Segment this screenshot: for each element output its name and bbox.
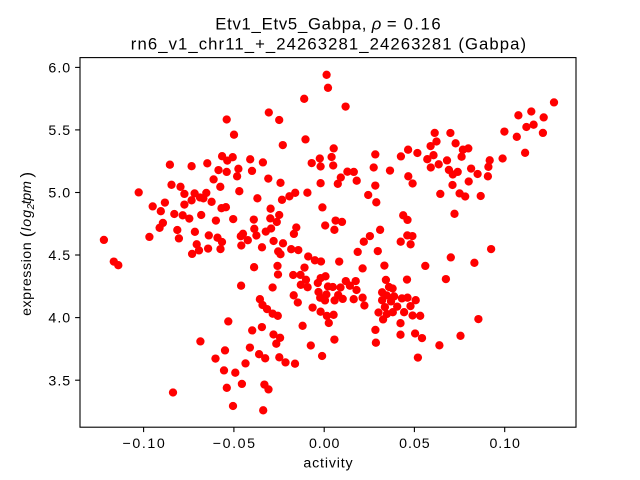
svg-text:5.0: 5.0 — [48, 186, 70, 202]
svg-text:3.5: 3.5 — [48, 373, 70, 389]
svg-text:=: = — [387, 14, 397, 33]
svg-text:0.05: 0.05 — [399, 436, 430, 452]
svg-text:5.5: 5.5 — [48, 123, 70, 139]
svg-text:−0.05: −0.05 — [213, 436, 255, 452]
svg-text:0.00: 0.00 — [309, 436, 340, 452]
svg-text:(: ( — [17, 231, 36, 237]
svg-text:): ) — [17, 172, 36, 178]
svg-text:rn6_v1_chr11_+_24263281_242632: rn6_v1_chr11_+_24263281_24263281 (Gabpa) — [131, 34, 526, 53]
svg-text:tpm: tpm — [19, 181, 35, 204]
svg-text:6.0: 6.0 — [48, 61, 70, 77]
svg-text:0.16: 0.16 — [404, 14, 441, 33]
svg-text:2: 2 — [26, 203, 37, 210]
svg-text:0.10: 0.10 — [489, 436, 520, 452]
svg-text:4.5: 4.5 — [48, 248, 70, 264]
svg-text:ρ: ρ — [371, 14, 382, 33]
svg-text:−0.10: −0.10 — [122, 436, 164, 452]
svg-text:4.0: 4.0 — [48, 311, 70, 327]
svg-text:Etv1_Etv5_Gabpa,: Etv1_Etv5_Gabpa, — [215, 14, 366, 33]
svg-text:activity: activity — [303, 456, 353, 472]
svg-text:log: log — [19, 210, 35, 231]
svg-text:expression: expression — [19, 242, 35, 316]
